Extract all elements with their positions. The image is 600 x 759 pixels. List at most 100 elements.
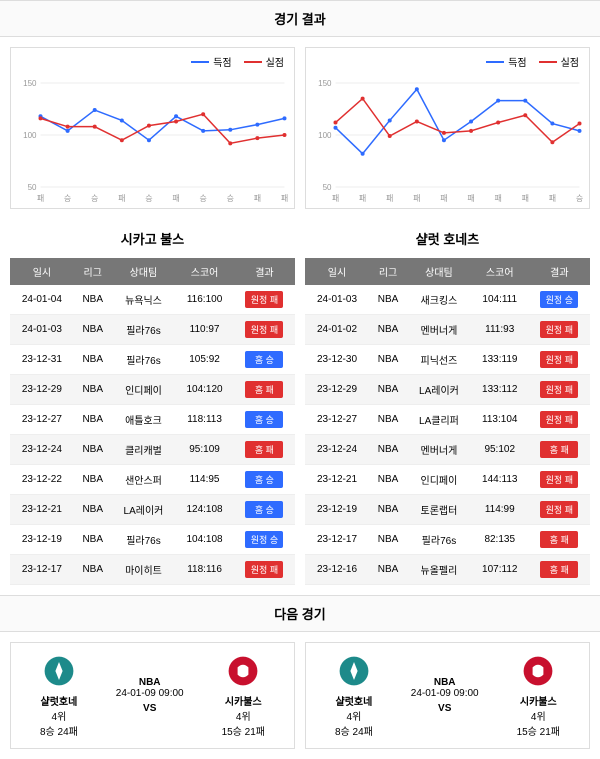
vs-label: VS <box>116 703 184 714</box>
result-badge: 홈 승 <box>245 501 283 518</box>
next-league: NBA <box>116 677 184 688</box>
cell-score: 118:113 <box>175 405 234 435</box>
cell-result: 홈 승 <box>234 405 295 435</box>
next-game-box[interactable]: 샬럿호네 4위 8승 24패 NBA 24-01-09 09:00 VS 시카불… <box>10 642 295 749</box>
table-row[interactable]: 23-12-19NBA필라76s104:108원정 승 <box>10 525 295 555</box>
cell-league: NBA <box>369 525 407 555</box>
cell-result: 원정 패 <box>234 555 295 585</box>
next-home-record: 8승 24패 <box>40 723 78 738</box>
cell-result: 홈 패 <box>529 555 590 585</box>
legend-label-allowed: 실점 <box>266 54 284 69</box>
result-badge: 홈 승 <box>245 471 283 488</box>
chart-right-svg: 50100150패패패패패패패패패승 <box>306 75 589 205</box>
table-row[interactable]: 23-12-17NBA필라76s82:135홈 패 <box>305 525 590 555</box>
next-home-record: 8승 24패 <box>335 723 373 738</box>
next-datetime: 24-01-09 09:00 <box>116 688 184 699</box>
svg-text:패: 패 <box>118 193 125 203</box>
cell-score: 114:99 <box>471 495 529 525</box>
table-row[interactable]: 23-12-16NBA뉴올펠리107:112홈 패 <box>305 555 590 585</box>
cell-league: NBA <box>74 375 112 405</box>
cell-opp: 인디페이 <box>112 375 176 405</box>
cell-result: 원정 패 <box>529 405 590 435</box>
next-game-box[interactable]: 샬럿호네 4위 8승 24패 NBA 24-01-09 09:00 VS 시카불… <box>305 642 590 749</box>
chart-left-svg: 50100150패승승패승패승승패패 <box>11 75 294 205</box>
th-opp: 상대팀 <box>112 258 176 285</box>
cell-league: NBA <box>369 405 407 435</box>
result-badge: 원정 승 <box>540 291 578 308</box>
svg-text:패: 패 <box>37 193 44 203</box>
legend-swatch-scored <box>486 61 504 63</box>
next-away-rank: 4위 <box>517 708 560 723</box>
cell-score: 133:112 <box>471 375 529 405</box>
cell-opp: 피닉선즈 <box>407 345 471 375</box>
table-row[interactable]: 23-12-17NBA마이히트118:116원정 패 <box>10 555 295 585</box>
cell-date: 23-12-17 <box>10 555 74 585</box>
result-badge: 원정 패 <box>540 381 578 398</box>
result-badge: 홈 승 <box>245 411 283 428</box>
chart-right: 득점 실점 50100150패패패패패패패패패승 <box>305 47 590 209</box>
cell-league: NBA <box>74 495 112 525</box>
cell-score: 111:93 <box>471 315 529 345</box>
result-badge: 원정 패 <box>540 471 578 488</box>
table-row[interactable]: 23-12-30NBA피닉선즈133:119원정 패 <box>305 345 590 375</box>
next-away-name: 시카불스 <box>517 693 560 708</box>
cell-result: 원정 패 <box>529 345 590 375</box>
next-mid: NBA 24-01-09 09:00 VS <box>411 677 479 714</box>
legend-label-scored: 득점 <box>213 54 231 69</box>
table-row[interactable]: 24-01-02NBA멘버너게111:93원정 패 <box>305 315 590 345</box>
cell-date: 23-12-17 <box>305 525 369 555</box>
cell-result: 홈 승 <box>234 465 295 495</box>
svg-text:패: 패 <box>549 193 556 203</box>
legend-swatch-allowed <box>539 61 557 63</box>
cell-score: 133:119 <box>471 345 529 375</box>
legend-label-allowed: 실점 <box>561 54 579 69</box>
table-row[interactable]: 23-12-29NBALA레이커133:112원정 패 <box>305 375 590 405</box>
cell-date: 24-01-03 <box>10 315 74 345</box>
table-row[interactable]: 23-12-31NBA필라76s105:92홈 승 <box>10 345 295 375</box>
team-right-name: 샬럿 호네츠 <box>305 219 590 258</box>
next-away-team: 시카불스 4위 15승 21패 <box>222 653 265 738</box>
svg-text:100: 100 <box>318 131 332 140</box>
cell-date: 23-12-24 <box>10 435 74 465</box>
table-row[interactable]: 23-12-21NBALA레이커124:108홈 승 <box>10 495 295 525</box>
table-row[interactable]: 24-01-03NBA필라76s110:97원정 패 <box>10 315 295 345</box>
table-row[interactable]: 24-01-04NBA뉴욕닉스116:100원정 패 <box>10 285 295 315</box>
team-left-block: 시카고 불스 일시 리그 상대팀 스코어 결과 24-01-04NBA뉴욕닉스1… <box>10 219 295 585</box>
next-home-team: 샬럿호네 4위 8승 24패 <box>40 653 78 738</box>
table-row[interactable]: 23-12-27NBALA클리퍼113:104원정 패 <box>305 405 590 435</box>
th-result: 결과 <box>529 258 590 285</box>
teams-row: 시카고 불스 일시 리그 상대팀 스코어 결과 24-01-04NBA뉴욕닉스1… <box>0 219 600 595</box>
table-row[interactable]: 23-12-19NBA토론랩터114:99원정 패 <box>305 495 590 525</box>
result-badge: 홈 패 <box>245 381 283 398</box>
team-right-table: 일시 리그 상대팀 스코어 결과 24-01-03NBA새크킹스104:111원… <box>305 258 590 585</box>
svg-text:승: 승 <box>91 194 98 203</box>
cell-score: 144:113 <box>471 465 529 495</box>
svg-text:패: 패 <box>359 193 366 203</box>
hornets-logo-icon <box>41 653 77 689</box>
result-badge: 원정 패 <box>540 411 578 428</box>
table-row[interactable]: 23-12-24NBA클리캐벌95:109홈 패 <box>10 435 295 465</box>
result-badge: 원정 패 <box>540 351 578 368</box>
cell-date: 23-12-31 <box>10 345 74 375</box>
table-row[interactable]: 23-12-27NBA애틀호크118:113홈 승 <box>10 405 295 435</box>
result-badge: 홈 패 <box>245 441 283 458</box>
th-date: 일시 <box>305 258 369 285</box>
cell-result: 홈 패 <box>234 375 295 405</box>
cell-opp: 샌안스퍼 <box>112 465 176 495</box>
table-row[interactable]: 23-12-22NBA샌안스퍼114:95홈 승 <box>10 465 295 495</box>
next-mid: NBA 24-01-09 09:00 VS <box>116 677 184 714</box>
th-date: 일시 <box>10 258 74 285</box>
cell-result: 홈 패 <box>529 525 590 555</box>
table-row[interactable]: 24-01-03NBA새크킹스104:111원정 승 <box>305 285 590 315</box>
svg-text:승: 승 <box>576 194 583 203</box>
table-row[interactable]: 23-12-29NBA인디페이104:120홈 패 <box>10 375 295 405</box>
cell-league: NBA <box>369 495 407 525</box>
cell-opp: 필라76s <box>407 525 471 555</box>
cell-result: 원정 패 <box>529 315 590 345</box>
cell-opp: 필라76s <box>112 525 176 555</box>
table-row[interactable]: 23-12-21NBA인디페이144:113원정 패 <box>305 465 590 495</box>
cell-date: 24-01-03 <box>305 285 369 315</box>
table-row[interactable]: 23-12-24NBA멘버너게95:102홈 패 <box>305 435 590 465</box>
th-league: 리그 <box>369 258 407 285</box>
svg-text:패: 패 <box>522 193 529 203</box>
